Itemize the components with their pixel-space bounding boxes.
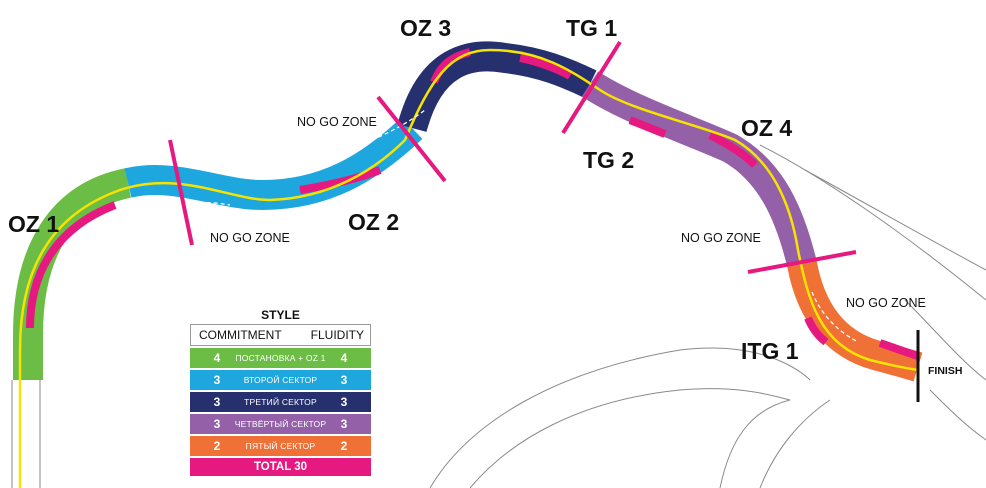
label-itg1: ITG 1 (741, 338, 799, 364)
style-row-sector-3: 3 ТРЕТИЙ СЕКТОР 3 (190, 392, 371, 412)
sector-boundaries (168, 40, 920, 402)
boundary-line-1 (168, 139, 194, 246)
commitment-value: 3 (213, 417, 221, 431)
style-row-sector-1: 4 ПОСТАНОВКА + OZ 1 4 (190, 348, 371, 368)
track-labels: OZ 1 OZ 2 OZ 3 OZ 4 TG 1 TG 2 ITG 1 NO G… (8, 15, 962, 377)
fluidity-value: 4 (340, 351, 348, 365)
commitment-value: 3 (213, 395, 221, 409)
racing-line (18, 48, 919, 488)
track-sectors (13, 41, 923, 382)
column-fluidity: FLUIDITY (310, 328, 364, 342)
sector-name: ПЯТЫЙ СЕКТОР (245, 441, 316, 451)
sector-5-band (787, 260, 923, 382)
commitment-value: 4 (213, 351, 221, 365)
fluidity-value: 3 (340, 417, 348, 431)
sector-name: ВТОРОЙ СЕКТОР (243, 375, 318, 385)
style-row-sector-4: 3 ЧЕТВЁРТЫЙ СЕКТОР 3 (190, 414, 371, 434)
dashed-lines (119, 109, 859, 343)
label-no-go-zone-2: NO GO ZONE (210, 231, 290, 245)
sector-2-band (124, 117, 423, 211)
sector-name: ТРЕТИЙ СЕКТОР (244, 397, 317, 407)
zone-markers (26, 48, 920, 360)
fluidity-value: 2 (340, 439, 348, 453)
fluidity-value: 3 (340, 373, 348, 387)
label-oz1: OZ 1 (8, 211, 59, 237)
label-oz3: OZ 3 (400, 15, 451, 41)
label-no-go-zone-1: NO GO ZONE (297, 115, 377, 129)
label-finish: FINISH (928, 365, 962, 377)
label-no-go-zone-3: NO GO ZONE (681, 231, 761, 245)
label-oz2: OZ 2 (348, 209, 399, 235)
road-outlines (11, 144, 986, 488)
label-oz4: OZ 4 (741, 115, 792, 141)
column-commitment: COMMITMENT (199, 328, 282, 342)
style-row-sector-5: 2 ПЯТЫЙ СЕКТОР 2 (190, 436, 371, 456)
boundary-line-tg1 (561, 40, 622, 135)
boundary-line-2 (376, 95, 447, 183)
style-row-sector-2: 3 ВТОРОЙ СЕКТОР 3 (190, 370, 371, 390)
sector-name: ПОСТАНОВКА + OZ 1 (235, 353, 326, 363)
style-table: STYLE COMMITMENT FLUIDITY 4 ПОСТАНОВКА +… (190, 306, 371, 476)
style-table-title: STYLE (261, 308, 300, 322)
label-tg2: TG 2 (583, 147, 634, 173)
label-no-go-zone-4: NO GO ZONE (846, 296, 926, 310)
style-total-row: TOTAL 30 (190, 458, 371, 476)
fluidity-value: 3 (340, 395, 348, 409)
sector-name: ЧЕТВЁРТЫЙ СЕКТОР (234, 419, 327, 429)
commitment-value: 2 (213, 439, 221, 453)
style-table-header: COMMITMENT FLUIDITY (190, 324, 371, 346)
commitment-value: 3 (213, 373, 221, 387)
boundary-line-itg1 (747, 250, 857, 274)
label-tg1: TG 1 (566, 15, 617, 41)
